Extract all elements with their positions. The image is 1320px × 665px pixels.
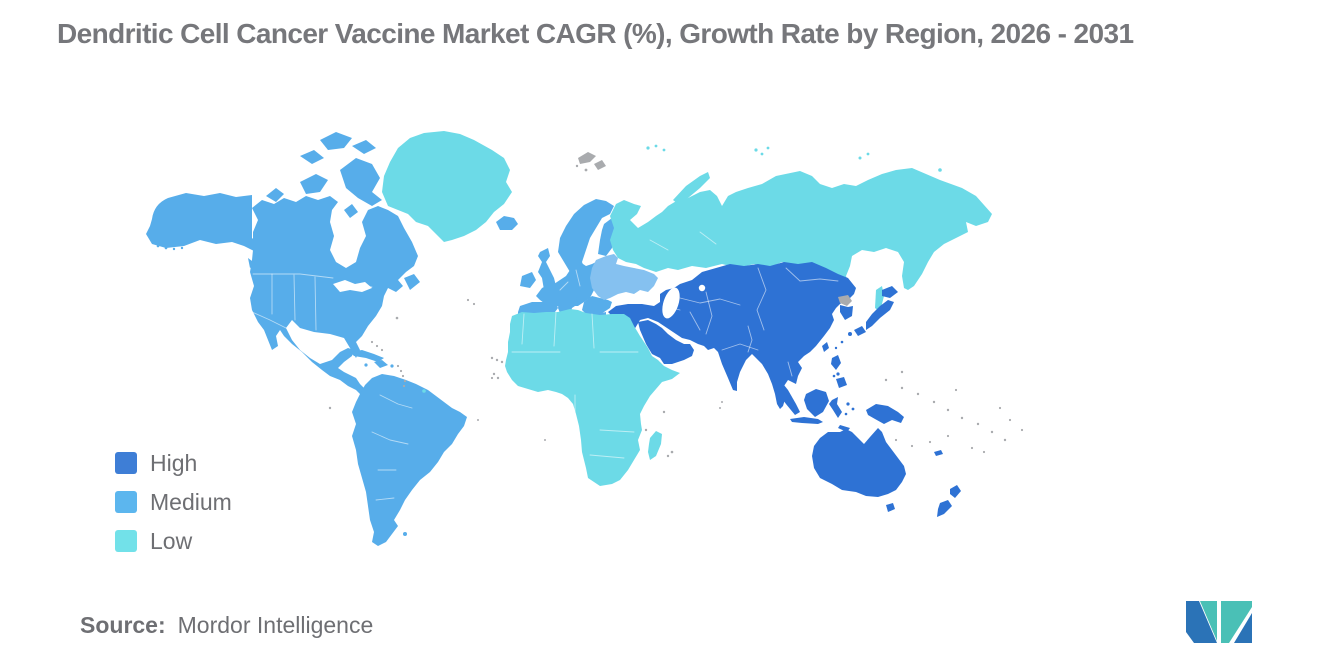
source-label: Source:	[80, 612, 166, 638]
legend-label-low: Low	[150, 527, 193, 554]
map-region-new-guinea	[866, 404, 904, 424]
map-region-africa	[505, 309, 680, 486]
source-attribution: Source: Mordor Intelligence	[80, 612, 373, 639]
chart-title: Dendritic Cell Cancer Vaccine Market CAG…	[57, 18, 1134, 49]
map-region-taiwan	[822, 342, 829, 352]
mordor-intelligence-logo	[1186, 601, 1252, 643]
map-region-russia	[610, 144, 992, 312]
legend-label-medium: Medium	[150, 488, 232, 515]
map-region-south-america	[352, 374, 467, 546]
legend-item-low: Low	[115, 527, 232, 554]
map-region-svalbard	[578, 152, 596, 164]
map-region-greenland	[382, 131, 512, 242]
map-region-madagascar	[648, 431, 662, 460]
map-region-north-korea	[838, 295, 852, 306]
legend-swatch-high	[115, 452, 137, 474]
legend-label-high: High	[150, 449, 198, 476]
map-region-asia-high	[608, 262, 856, 409]
map-region-arabia	[638, 320, 694, 364]
legend-item-medium: Medium	[115, 488, 232, 515]
map-region-south-korea	[840, 305, 853, 320]
source-text: Mordor Intelligence	[177, 612, 374, 638]
legend-swatch-medium	[115, 491, 137, 513]
map-region-no-data-islands	[328, 152, 1024, 458]
map-region-east-asia-islands	[822, 286, 898, 352]
map-region-north-america	[146, 132, 420, 396]
map-region-eastern-europe	[590, 254, 658, 300]
legend-swatch-low	[115, 530, 137, 552]
map-region-southeast-asia-islands	[774, 355, 904, 432]
map-region-oceania	[812, 428, 961, 517]
legend: High Medium Low	[115, 449, 232, 569]
legend-item-high: High	[115, 449, 232, 476]
